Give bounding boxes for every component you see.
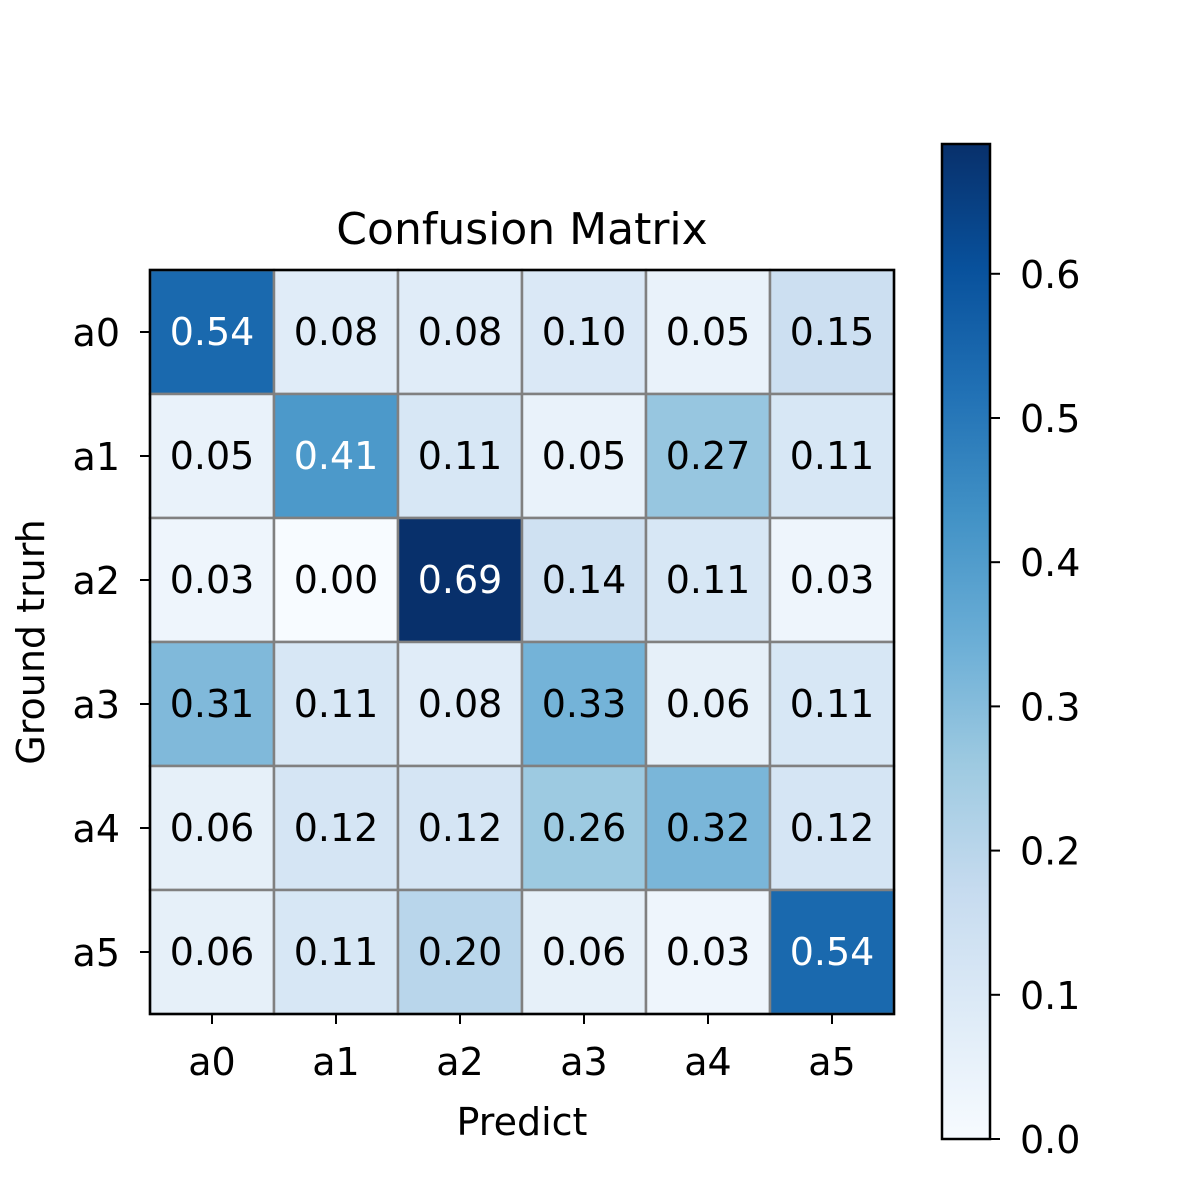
- cell-value-label-5-1: 0.11: [294, 930, 379, 974]
- heatmap-cell-1-5: [768, 392, 896, 520]
- cell-value-label-0-4: 0.05: [666, 310, 751, 354]
- cell-value-label-4-5: 0.12: [790, 806, 875, 850]
- cell-value-label-0-5: 0.15: [790, 310, 875, 354]
- heatmap-cells: [148, 268, 896, 1016]
- colorbar-tick-label: 0.5: [1020, 397, 1080, 441]
- y-tick-label: a1: [73, 435, 120, 479]
- colorbar-tick-label: 0.6: [1020, 253, 1080, 297]
- cell-value-label-1-4: 0.27: [666, 434, 751, 478]
- colorbar-ticks: 0.0 0.1 0.2 0.3 0.4 0.5 0.6: [990, 253, 1080, 1162]
- cell-value-label-1-0: 0.05: [170, 434, 255, 478]
- cell-value-label-3-5: 0.11: [790, 682, 875, 726]
- cell-value-label-4-3: 0.26: [542, 806, 627, 850]
- heatmap-cell-2-4: [644, 516, 772, 644]
- heatmap-cell-3-1: [272, 640, 400, 768]
- cell-value-label-1-1: 0.41: [294, 434, 379, 478]
- cell-value-label-0-1: 0.08: [294, 310, 379, 354]
- heatmap-cell-3-3: [520, 640, 648, 768]
- x-tick-label: a0: [188, 1040, 235, 1084]
- y-tick-label: a3: [73, 683, 120, 727]
- x-tick-label: a2: [436, 1040, 483, 1084]
- heatmap-cell-3-4: [644, 640, 772, 768]
- heatmap-cell-2-5: [768, 516, 896, 644]
- heatmap-cell-4-3: [520, 764, 648, 892]
- cell-value-label-2-2: 0.69: [418, 558, 503, 602]
- cell-value-label-4-2: 0.12: [418, 806, 503, 850]
- y-tick-label: a2: [73, 559, 120, 603]
- x-tick-label: a5: [808, 1040, 855, 1084]
- cell-value-label-2-3: 0.14: [542, 558, 627, 602]
- heatmap-cell-5-5: [768, 888, 896, 1016]
- chart-title: Confusion Matrix: [336, 204, 707, 255]
- cell-value-label-5-0: 0.06: [170, 930, 255, 974]
- y-tick-label: a4: [73, 807, 120, 851]
- cell-value-label-2-5: 0.03: [790, 558, 875, 602]
- colorbar-tick-label: 0.4: [1020, 541, 1080, 585]
- cell-value-label-2-0: 0.03: [170, 558, 255, 602]
- cell-value-label-4-1: 0.12: [294, 806, 379, 850]
- cell-value-label-3-2: 0.08: [418, 682, 503, 726]
- x-axis-label: Predict: [457, 1100, 588, 1144]
- cell-value-label-1-2: 0.11: [418, 434, 503, 478]
- heatmap-cell-2-1: [272, 516, 400, 644]
- y-tick-label: a0: [73, 311, 120, 355]
- cell-value-label-1-5: 0.11: [790, 434, 875, 478]
- heatmap-cell-5-0: [148, 888, 276, 1016]
- cell-value-label-3-1: 0.11: [294, 682, 379, 726]
- cell-value-label-5-3: 0.06: [542, 930, 627, 974]
- cell-value-label-5-4: 0.03: [666, 930, 751, 974]
- cell-value-label-3-3: 0.33: [542, 682, 627, 726]
- y-axis-ticks: a0 a1 a2 a3 a4 a5: [73, 311, 150, 975]
- heatmap-cell-0-0: [148, 268, 276, 396]
- cell-value-label-2-4: 0.11: [666, 558, 751, 602]
- x-axis-ticks: a0 a1 a2 a3 a4 a5: [188, 1014, 856, 1084]
- x-tick-label: a3: [560, 1040, 607, 1084]
- heatmap-cell-4-2: [396, 764, 524, 892]
- cell-value-label-4-4: 0.32: [666, 806, 751, 850]
- cell-value-label-0-0: 0.54: [170, 310, 255, 354]
- x-tick-label: a4: [684, 1040, 731, 1084]
- cell-value-label-2-1: 0.00: [294, 558, 379, 602]
- cell-value-label-0-3: 0.10: [542, 310, 627, 354]
- cell-value-label-5-5: 0.54: [790, 930, 875, 974]
- heatmap-cell-labels: 0.54 0.08 0.08 0.10 0.05 0.15 0.05 0.41 0.11 0.05…: [170, 310, 875, 974]
- cell-value-label-3-0: 0.31: [170, 682, 255, 726]
- heatmap-cell-3-2: [396, 640, 524, 768]
- colorbar-tick-label: 0.2: [1020, 830, 1080, 874]
- heatmap-cell-0-5: [768, 268, 896, 396]
- heatmap-cell-1-1: [272, 392, 400, 520]
- y-tick-label: a5: [73, 931, 120, 975]
- heatmap-cell-0-1: [272, 268, 400, 396]
- cell-value-label-1-3: 0.05: [542, 434, 627, 478]
- colorbar: [940, 142, 992, 1141]
- cell-value-label-5-2: 0.20: [418, 930, 503, 974]
- colorbar-tick-label: 0.1: [1020, 974, 1080, 1018]
- colorbar-tick-label: 0.0: [1020, 1118, 1080, 1162]
- cell-value-label-4-0: 0.06: [170, 806, 255, 850]
- y-axis-label: Ground trurh: [9, 519, 53, 765]
- cell-value-label-3-4: 0.06: [666, 682, 751, 726]
- x-tick-label: a1: [312, 1040, 359, 1084]
- heatmap-frame: [148, 268, 896, 1016]
- heatmap-cell-1-3: [520, 392, 648, 520]
- heatmap-cell-2-3: [520, 516, 648, 644]
- heatmap-cell-3-0: [148, 640, 276, 768]
- cell-value-label-0-2: 0.08: [418, 310, 503, 354]
- heatmap-cell-4-4: [644, 764, 772, 892]
- colorbar-tick-label: 0.3: [1020, 685, 1080, 729]
